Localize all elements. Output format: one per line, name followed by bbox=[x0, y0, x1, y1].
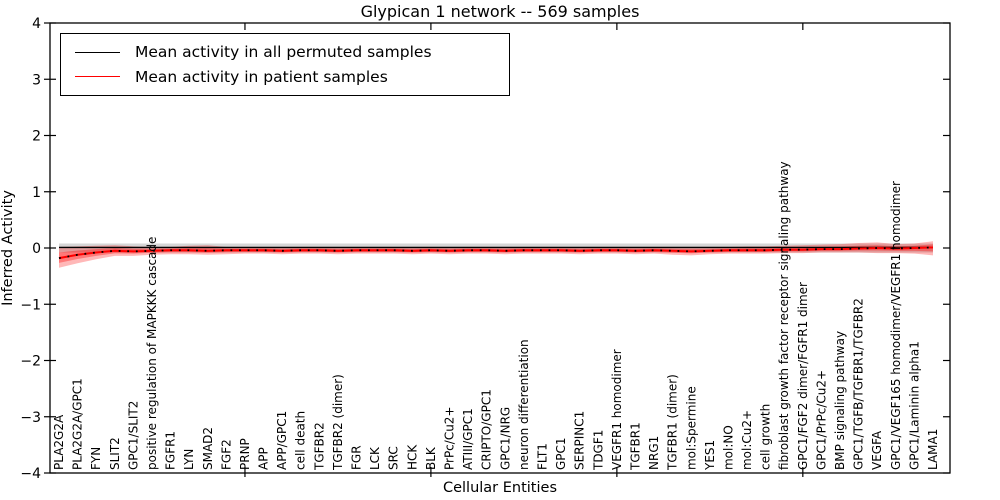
y-tick-label: 0 bbox=[32, 241, 41, 257]
y-tick-label: −4 bbox=[20, 466, 41, 482]
legend-box: Mean activity in all permuted samples Me… bbox=[60, 33, 510, 96]
x-category-label: FGR bbox=[350, 445, 364, 470]
x-category-label: cell death bbox=[294, 411, 308, 470]
x-category-label: GPC1/SLIT2 bbox=[126, 401, 140, 470]
x-category-label: PrPc/Cu2+ bbox=[443, 406, 457, 470]
x-category-label: TDGF1 bbox=[591, 430, 605, 471]
y-tick-label: 3 bbox=[32, 72, 41, 88]
x-category-label: GPC1 bbox=[554, 437, 568, 470]
x-category-label: SMAD2 bbox=[201, 427, 215, 470]
y-tick-label: 1 bbox=[32, 185, 41, 201]
legend-entry-permuted: Mean activity in all permuted samples bbox=[61, 43, 509, 61]
x-category-label: APP bbox=[257, 447, 271, 470]
x-category-label: GPC1/NRG bbox=[498, 407, 512, 470]
legend-entry-patient: Mean activity in patient samples bbox=[61, 68, 509, 86]
x-category-label: mol:Spermine bbox=[684, 386, 698, 470]
x-category-label: TGFBR1 (dimer) bbox=[666, 374, 680, 471]
x-category-label: FGFR1 bbox=[164, 431, 178, 470]
x-category-label: SRC bbox=[387, 446, 401, 470]
x-category-label: HCK bbox=[405, 444, 419, 470]
patient-line-swatch bbox=[75, 76, 120, 78]
y-axis-label: Inferred Activity bbox=[0, 190, 16, 306]
x-category-label: mol:NO bbox=[721, 425, 735, 470]
x-category-label: GPC1/VEGF165 homodimer/VEGFR1 homodimer bbox=[889, 181, 903, 470]
x-category-label: SERPINC1 bbox=[573, 411, 587, 470]
x-category-label: APP/GPC1 bbox=[275, 411, 289, 470]
permuted-line-swatch bbox=[75, 51, 120, 53]
x-category-label: LYN bbox=[182, 449, 196, 470]
y-tick-label: 2 bbox=[32, 129, 41, 145]
x-category-label: neuron differentiation bbox=[517, 339, 531, 470]
x-category-label: GPC1/PrPc/Cu2+ bbox=[814, 370, 828, 470]
x-category-label: FLT1 bbox=[535, 443, 549, 470]
x-category-label: cell growth bbox=[759, 404, 773, 470]
x-category-label: TGFBR1 bbox=[628, 422, 642, 471]
legend-label-permuted: Mean activity in all permuted samples bbox=[135, 43, 432, 62]
x-category-label: NRG1 bbox=[647, 436, 661, 470]
x-category-label: CRIPTO/GPC1 bbox=[480, 389, 494, 470]
x-category-label: ATIII/GPC1 bbox=[461, 408, 475, 470]
x-category-label: positive regulation of MAPKKK cascade bbox=[145, 237, 159, 470]
y-tick-label: −1 bbox=[20, 297, 41, 313]
y-tick-label: −3 bbox=[20, 410, 41, 426]
x-category-label: PLA2G2A/GPC1 bbox=[71, 378, 85, 470]
x-category-label: SLIT2 bbox=[108, 437, 122, 470]
x-category-label: BLK bbox=[424, 446, 438, 470]
chart-title: Glypican 1 network -- 569 samples bbox=[360, 2, 640, 21]
legend-label-patient: Mean activity in patient samples bbox=[135, 67, 388, 86]
x-category-label: FGF2 bbox=[219, 439, 233, 470]
x-category-label: LCK bbox=[368, 446, 382, 470]
x-category-label: TGFBR2 bbox=[312, 422, 326, 471]
x-category-label: GPC1/Laminin alpha1 bbox=[907, 341, 921, 470]
x-category-label: GPC1/TGFB/TGFBR1/TGFBR2 bbox=[852, 298, 866, 470]
x-axis-label: Cellular Entities bbox=[443, 480, 557, 496]
x-category-label: YES1 bbox=[703, 440, 717, 471]
x-category-label: BMP signaling pathway bbox=[833, 331, 847, 470]
x-category-label: mol:Cu2+ bbox=[740, 410, 754, 470]
y-tick-label: −2 bbox=[20, 354, 41, 370]
patient-band-inner bbox=[59, 244, 933, 263]
x-category-label: fibroblast growth factor receptor signal… bbox=[777, 161, 791, 470]
x-category-label: VEGFR1 homodimer bbox=[610, 349, 624, 470]
x-category-label: FYN bbox=[89, 447, 103, 470]
x-category-label: VEGFA bbox=[870, 430, 884, 470]
zero-dotted-line bbox=[58, 246, 934, 260]
x-category-label: GPC1/FGF2 dimer/FGFR1 dimer bbox=[796, 282, 810, 470]
x-category-label: LAMA1 bbox=[926, 429, 940, 470]
y-tick-label: 4 bbox=[32, 16, 41, 32]
x-category-label: PRNP bbox=[238, 438, 252, 470]
x-category-label: TGFBR2 (dimer) bbox=[331, 374, 345, 471]
x-category-label: PLA2G2A bbox=[52, 414, 66, 470]
